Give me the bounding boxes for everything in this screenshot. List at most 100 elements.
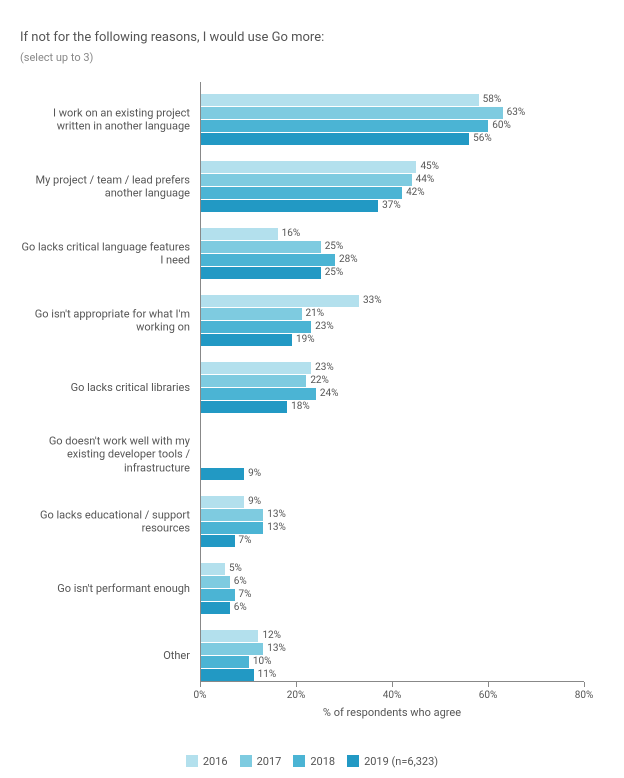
bar-value-label: 9% [248, 496, 261, 508]
plot-area: 58%63%60%56%45%44%42%37%16%25%28%25%33%2… [200, 82, 584, 682]
bar [201, 187, 402, 199]
x-tick-label: 60% [479, 690, 498, 701]
bar-value-label: 24% [320, 388, 339, 400]
category-label: My project / team / lead prefers another… [20, 173, 190, 201]
bar-group: 9% 13%13% 7% [201, 496, 584, 547]
bar [201, 468, 244, 480]
bar-value-label: 6% [234, 602, 247, 614]
bar-value-label: 37% [382, 200, 401, 212]
bar [201, 334, 292, 346]
bar [201, 200, 378, 212]
bar [201, 656, 249, 668]
y-axis: I work on an existing project written in… [20, 82, 200, 682]
bar-value-label: 45% [420, 161, 439, 173]
bar [201, 630, 258, 642]
chart-subtitle: (select up to 3) [20, 51, 604, 64]
x-tick-label: 80% [575, 690, 594, 701]
bar-group: 5%6%7%6% [201, 563, 584, 614]
bar-group: 9% [201, 429, 584, 480]
x-tick [488, 682, 489, 687]
bar [201, 107, 503, 119]
bar [201, 308, 302, 320]
bar-value-label: 9% [248, 468, 261, 480]
category-label: Go isn't performant enough [20, 582, 190, 596]
bar-value-label: 16% [282, 228, 301, 240]
bar [201, 375, 306, 387]
bar-value-label: 12% [262, 630, 281, 642]
category-label: Go lacks critical libraries [20, 381, 190, 395]
legend-swatch [240, 755, 252, 767]
x-tick-label: 20% [287, 690, 306, 701]
bar [201, 643, 263, 655]
bar [201, 576, 230, 588]
category-label: Go isn't appropriate for what I'm workin… [20, 307, 190, 335]
legend-label: 2018 [310, 755, 335, 768]
bar-group: 33%21%23%19% [201, 295, 584, 346]
bar [201, 94, 479, 106]
bar [201, 241, 321, 253]
bar [201, 321, 311, 333]
bar [201, 535, 235, 547]
plot-region: I work on an existing project written in… [20, 82, 604, 712]
x-tick-label: 0% [194, 690, 207, 701]
x-tick [392, 682, 393, 687]
category-label: Other [20, 649, 190, 663]
bar [201, 602, 230, 614]
bar-value-label: 56% [473, 133, 492, 145]
bar [201, 563, 225, 575]
survey-bar-chart: If not for the following reasons, I woul… [0, 0, 624, 722]
bar [201, 388, 316, 400]
bar-value-label: 13% [267, 509, 286, 521]
bar [201, 228, 278, 240]
bar-value-label: 25% [325, 267, 344, 279]
chart-title: If not for the following reasons, I woul… [20, 30, 604, 45]
bar-group: 45%44%42% 37% [201, 161, 584, 212]
bar [201, 174, 412, 186]
category-label: Go doesn't work well with my existing de… [20, 434, 190, 475]
x-tick [200, 682, 201, 687]
bar-value-label: 58% [483, 94, 502, 106]
bar [201, 509, 263, 521]
bar-value-label: 6% [234, 576, 247, 588]
bar-group: 12%13%10%11% [201, 630, 584, 681]
legend: 2016 2017 2018 2019 (n=6,323) [0, 755, 624, 771]
x-tick [296, 682, 297, 687]
bar-value-label: 18% [291, 401, 310, 413]
bar-value-label: 23% [315, 321, 334, 333]
bar [201, 669, 254, 681]
bar-value-label: 22% [310, 375, 329, 387]
bar-value-label: 13% [267, 643, 286, 655]
legend-label: 2016 [203, 755, 228, 768]
bar-value-label: 13% [267, 522, 286, 534]
bar-value-label: 23% [315, 362, 334, 374]
bar-group: 23%22%24% 18% [201, 362, 584, 413]
legend-label: 2017 [257, 755, 282, 768]
bar [201, 496, 244, 508]
bar-value-label: 42% [406, 187, 425, 199]
bar-value-label: 7% [239, 535, 252, 547]
bar [201, 295, 359, 307]
category-label: I work on an existing project written in… [20, 106, 190, 134]
bar-value-label: 7% [239, 589, 252, 601]
category-label: Go lacks critical language features I ne… [20, 240, 190, 268]
bar-value-label: 33% [363, 295, 382, 307]
bar-value-label: 5% [229, 563, 242, 575]
legend-swatch [186, 755, 198, 767]
legend-item: 2019 (n=6,323) [347, 755, 438, 768]
x-tick-label: 40% [383, 690, 402, 701]
bar-value-label: 63% [507, 107, 526, 119]
legend-swatch [293, 755, 305, 767]
bar [201, 522, 263, 534]
legend-label: 2019 (n=6,323) [364, 755, 438, 768]
bar-value-label: 11% [258, 669, 277, 681]
bar [201, 401, 287, 413]
bar-value-label: 60% [492, 120, 511, 132]
category-label: Go lacks educational / support resources [20, 508, 190, 536]
bar-value-label: 10% [253, 656, 272, 668]
legend-swatch [347, 755, 359, 767]
x-tick [584, 682, 585, 687]
bar [201, 254, 335, 266]
bar-value-label: 44% [416, 174, 435, 186]
bar [201, 133, 469, 145]
bar-value-label: 19% [296, 334, 315, 346]
